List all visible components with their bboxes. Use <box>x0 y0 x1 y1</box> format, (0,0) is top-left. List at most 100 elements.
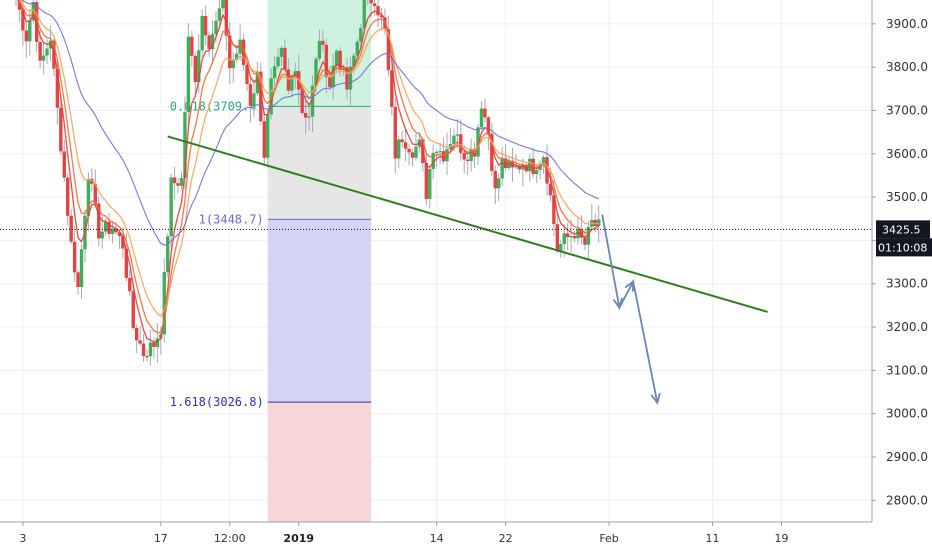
fib-zone-mid <box>267 106 372 220</box>
fib-level-label: 1(3448.7) <box>199 212 264 226</box>
candle <box>352 55 356 67</box>
projection-arrows <box>601 214 661 405</box>
candle <box>121 236 125 249</box>
candle <box>483 108 487 118</box>
candle <box>138 340 142 344</box>
candle <box>248 84 253 106</box>
candle <box>283 47 287 70</box>
candle <box>493 170 497 189</box>
candle <box>286 69 291 91</box>
candle <box>541 157 546 164</box>
candle <box>534 169 539 175</box>
candle <box>207 35 211 49</box>
candle <box>107 221 111 234</box>
price-badge-label: 3425.5 <box>882 223 921 236</box>
candle <box>290 77 294 91</box>
candle <box>403 142 408 149</box>
candle <box>169 177 173 237</box>
candle <box>321 40 325 45</box>
candle <box>197 50 201 83</box>
candle <box>393 106 397 159</box>
candle <box>45 48 49 56</box>
candle <box>166 236 170 273</box>
candle <box>93 183 98 204</box>
candle <box>72 241 77 273</box>
candle <box>69 215 73 242</box>
x-tick-label: 19 <box>774 532 788 545</box>
candle <box>200 16 204 51</box>
candle <box>62 151 66 178</box>
candle <box>55 68 60 108</box>
candle <box>583 237 587 245</box>
candle <box>141 343 146 356</box>
candle <box>269 78 273 115</box>
fib-zone-bottom <box>267 402 372 522</box>
candle <box>24 30 29 42</box>
fibonacci-tool: 0.618(3709.4) 1(3448.7) 1.618(3026.8) <box>170 0 372 522</box>
candle <box>131 291 135 329</box>
candle <box>597 219 601 226</box>
candle <box>228 35 232 69</box>
candle <box>279 47 284 57</box>
trendline <box>167 135 768 313</box>
candle <box>328 77 332 87</box>
candle <box>255 71 260 94</box>
candle <box>252 93 256 106</box>
candle <box>490 133 494 171</box>
arrow-head <box>624 279 635 292</box>
candle <box>507 160 511 169</box>
x-tick-label: 22 <box>499 532 513 545</box>
candle <box>486 117 491 134</box>
candle <box>217 8 222 21</box>
candle <box>224 0 229 36</box>
y-axis-panel <box>872 0 932 550</box>
candle <box>124 248 129 278</box>
candle <box>465 159 470 161</box>
candle <box>76 272 80 288</box>
candle <box>462 152 466 160</box>
candle <box>434 151 439 154</box>
candle <box>521 164 525 170</box>
candle <box>414 146 418 158</box>
candle <box>231 59 235 69</box>
candle <box>400 139 404 143</box>
candle <box>21 9 25 31</box>
candle <box>410 152 415 158</box>
candle <box>90 178 94 184</box>
moving-average-line <box>20 0 599 246</box>
candle <box>579 229 584 238</box>
candle <box>469 148 473 161</box>
candle <box>183 112 187 178</box>
candle <box>272 66 277 79</box>
y-tick-label: 3300.0 <box>886 277 928 291</box>
candle <box>497 178 501 189</box>
candle <box>548 183 553 196</box>
y-tick-label: 3800.0 <box>886 60 928 74</box>
candle <box>552 195 556 225</box>
candle <box>238 39 242 54</box>
candle <box>234 53 239 60</box>
candle <box>479 108 484 128</box>
candle <box>569 236 573 238</box>
candle <box>369 0 373 4</box>
y-tick-label: 3000.0 <box>886 407 928 421</box>
candle <box>324 44 329 78</box>
y-tick-label: 3600.0 <box>886 147 928 161</box>
fib-level-label: 1.618(3026.8) <box>170 395 264 409</box>
x-tick-label: 12:00 <box>214 532 246 545</box>
gridlines <box>0 0 872 522</box>
candle <box>562 233 566 245</box>
candle <box>103 221 108 232</box>
candle <box>221 0 225 9</box>
moving-average-line <box>18 0 599 318</box>
candle <box>386 29 391 71</box>
arrow-head <box>650 392 661 405</box>
candle <box>155 338 160 347</box>
candle <box>586 226 591 245</box>
candle <box>314 58 318 86</box>
y-tick-label: 3100.0 <box>886 363 928 377</box>
candle <box>128 277 132 292</box>
x-tick-label: 3 <box>19 532 26 545</box>
